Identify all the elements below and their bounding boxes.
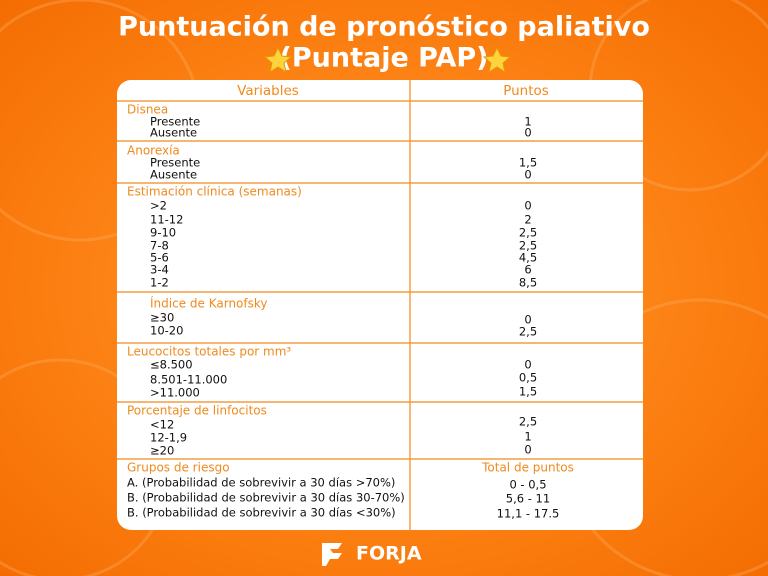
item-label: Presente: [150, 156, 200, 170]
item-points: 1: [524, 430, 531, 444]
item-points: 0 - 0,5: [509, 478, 546, 492]
item-points: 4,5: [519, 251, 537, 265]
item-label: >2: [150, 199, 167, 213]
column-header: Puntos: [503, 83, 549, 99]
item-label: ≥20: [150, 444, 174, 458]
item-points: 1,5: [519, 385, 537, 399]
item-points: 0: [524, 168, 531, 182]
section-title: Anorexía: [127, 144, 180, 158]
points-title: Total de puntos: [481, 461, 574, 475]
item-points: 0: [524, 313, 531, 327]
item-points: 0: [524, 443, 531, 457]
item-points: 2: [524, 213, 531, 227]
item-label: >11.000: [150, 386, 200, 400]
item-label: B. (Probabilidad de sobrevivir a 30 días…: [127, 491, 405, 505]
logo-text: FORJA: [356, 543, 422, 565]
item-label: 7-8: [150, 239, 169, 253]
item-label: Ausente: [150, 168, 197, 182]
section-title: Índice de Karnofsky: [150, 296, 268, 311]
item-label: 1-2: [150, 276, 169, 290]
item-label: A. (Probabilidad de sobrevivir a 30 días…: [127, 476, 395, 490]
item-points: 1,5: [519, 156, 537, 170]
item-points: 1: [524, 115, 531, 129]
item-label: <12: [150, 418, 174, 432]
logo: FORJA: [322, 543, 422, 566]
item-points: 0: [524, 199, 531, 213]
item-points: 0: [524, 126, 531, 140]
stars: [263, 46, 512, 74]
item-points: 0: [524, 358, 531, 372]
item-label: 10-20: [150, 324, 183, 338]
title: Puntuación de pronóstico paliativo: [118, 12, 650, 43]
subtitle: (Puntaje PAP): [280, 43, 489, 74]
item-points: 0,5: [519, 371, 537, 385]
item-points: 8,5: [519, 276, 537, 290]
item-label: B. (Probabilidad de sobrevivir a 30 días…: [127, 506, 396, 520]
item-label: 9-10: [150, 226, 176, 240]
table: [117, 80, 643, 530]
item-points: 2,5: [519, 325, 537, 339]
section-title: Disnea: [127, 103, 168, 117]
item-label: 11-12: [150, 213, 183, 227]
item-label: ≥30: [150, 311, 174, 325]
item-label: 12-1,9: [150, 431, 187, 445]
section-title: Porcentaje de linfocitos: [127, 404, 267, 418]
item-points: 2,5: [519, 415, 537, 429]
item-points: 11,1 - 17.5: [497, 507, 560, 521]
item-label: Presente: [150, 115, 200, 129]
item-points: 5,6 - 11: [506, 492, 550, 506]
item-points: 2,5: [519, 239, 537, 253]
item-label: 3-4: [150, 263, 169, 277]
section-title: Grupos de riesgo: [127, 461, 230, 475]
item-label: ≤8.500: [150, 358, 193, 372]
item-label: 8.501-11.000: [150, 373, 227, 387]
column-header: Variables: [237, 83, 299, 99]
item-label: 5-6: [150, 251, 169, 265]
section-title: Estimación clínica (semanas): [127, 185, 302, 199]
item-label: Ausente: [150, 126, 197, 140]
section-title: Leucocitos totales por mm³: [127, 345, 291, 359]
item-points: 2,5: [519, 226, 537, 240]
item-points: 6: [524, 263, 531, 277]
